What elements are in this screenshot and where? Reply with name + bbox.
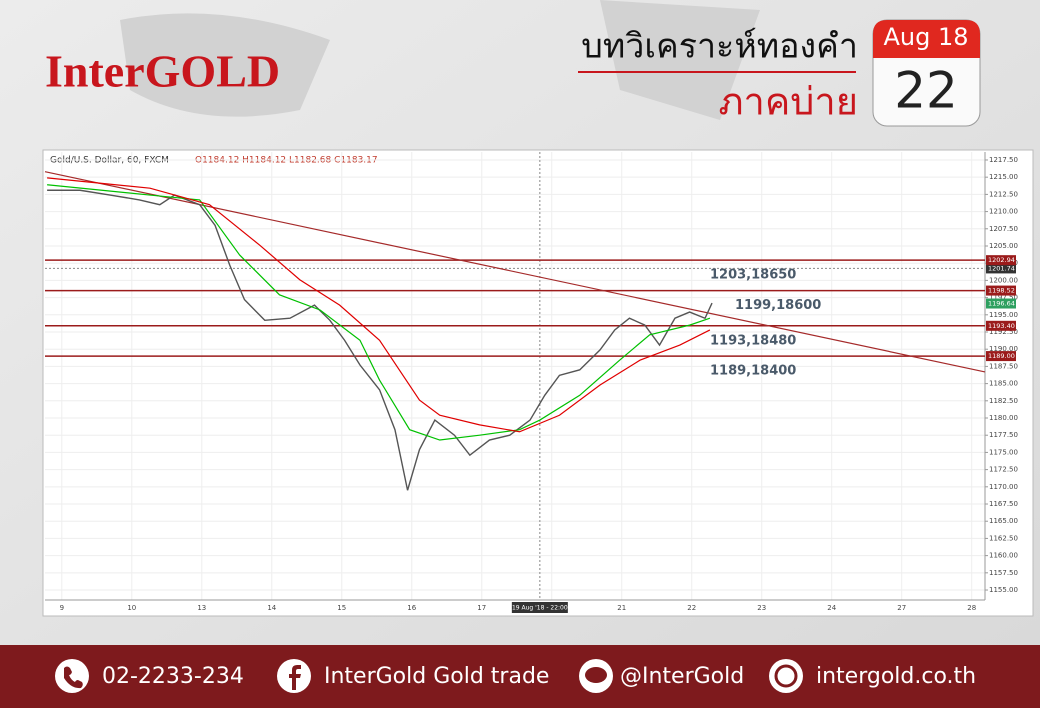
y-tick-label: 1167.50 [989,500,1018,508]
ohlc: O1184.12 H1184.12 L1182.68 C1183.17 [195,156,378,166]
facebook-glyph [289,665,301,690]
price-tag [986,298,1016,309]
y-tick-label: 1172.50 [989,466,1018,474]
y-tick-label: 1190.00 [989,345,1018,353]
line-id: @InterGold [620,664,744,689]
price-tag [986,263,1016,274]
facebook: InterGold Gold trade [324,664,549,689]
x-tick-label: 16 [407,604,416,612]
x-tick-label: 15 [337,604,346,612]
x-tick-label: 24 [827,604,836,612]
y-tick-label: 1187.50 [989,362,1018,370]
y-tick-label: 1215.00 [989,173,1018,181]
y-tick-label: 1197.50 [989,294,1018,302]
y-tick-label: 1177.50 [989,431,1018,439]
chart-panel [42,149,1034,617]
level-tag-label: 1198.52 [988,287,1015,295]
chart-symbol: Gold/U.S. Dollar, 60, FXCM [50,156,169,166]
level-tag [986,320,1016,331]
subtitle: ภาคบ่าย [718,80,858,124]
level-tag-label: 1189.00 [988,352,1015,360]
series-line [47,189,713,491]
series-line [47,184,711,441]
y-tick-label: 1175.00 [989,448,1018,456]
y-tick-label: 1195.00 [989,311,1018,319]
level-note: 1203,18650 [710,268,796,283]
crosshair-tag [511,602,568,613]
level-tag [986,255,1016,266]
web-icon [769,659,803,693]
y-tick-label: 1217.50 [989,156,1018,164]
calendar-month: Aug 18 [883,23,968,51]
y-tick-label: 1205.00 [989,242,1018,250]
y-tick-label: 1210.00 [989,208,1018,216]
y-tick-label: 1157.50 [989,569,1018,577]
series-line [47,177,711,433]
y-tick-label: 1155.00 [989,586,1018,594]
website: intergold.co.th [816,664,976,689]
level-note: 1189,18400 [710,364,796,379]
calendar-header [873,20,980,58]
trendline [44,171,986,373]
phone-glyph [64,666,83,689]
logo: InterGOLD [45,46,280,97]
calendar-day: 22 [894,62,958,120]
level-note: 1199,18600 [735,298,821,313]
level-tag [986,351,1016,362]
y-tick-label: 1182.50 [989,397,1018,405]
y-tick-label: 1170.00 [989,483,1018,491]
line-glyph [585,667,607,683]
footer-band [0,645,1040,708]
x-tick-label: 10 [127,604,136,612]
y-tick-label: 1180.00 [989,414,1018,422]
phone: 02-2233-234 [102,664,244,689]
x-tick-label: 13 [197,604,206,612]
y-tick-label: 1212.50 [989,190,1018,198]
price-tag-label: 1201.74 [988,264,1015,272]
y-tick-label: 1162.50 [989,534,1018,542]
level-tag-label: 1193.40 [988,322,1015,330]
y-tick-label: 1207.50 [989,225,1018,233]
price-tag-label: 1196.64 [988,300,1015,308]
title: บทวิเคราะห์ทองคำ [581,27,858,67]
level-tag-label: 1202.94 [988,256,1015,264]
level-tag [986,285,1016,296]
x-tick-label: 27 [897,604,906,612]
y-tick-label: 1200.00 [989,276,1018,284]
crosshair-label: 19 Aug '18 - 22:00 [512,605,568,612]
phone-icon [55,659,89,693]
y-tick-label: 1185.00 [989,380,1018,388]
x-tick-label: 17 [477,604,486,612]
map-shape [120,0,760,120]
y-tick-label: 1165.00 [989,517,1018,525]
x-tick-label: 21 [617,604,626,612]
y-tick-label: 1192.50 [989,328,1018,336]
web-glyph [774,664,798,688]
x-tick-label: 14 [267,604,276,612]
y-tick-label: 1160.00 [989,552,1018,560]
x-tick-label: 22 [687,604,696,612]
x-tick-label: 9 [60,604,64,612]
x-tick-label: 23 [757,604,766,612]
x-tick-label: 28 [967,604,976,612]
level-note: 1193,18480 [710,333,796,348]
